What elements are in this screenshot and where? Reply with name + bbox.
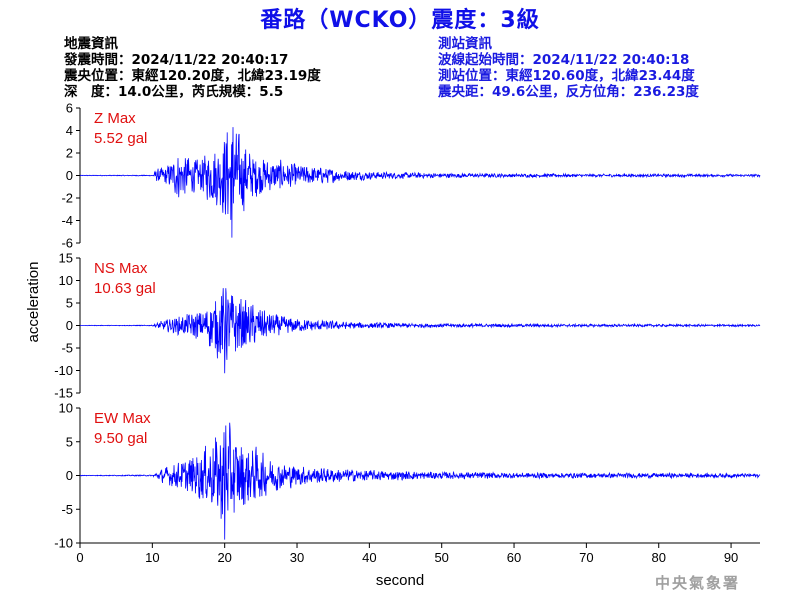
y-tick-label: -4 [61,213,73,228]
y-tick-label: -6 [61,236,73,251]
x-tick-label: 0 [76,550,83,565]
x-tick-label: 70 [579,550,593,565]
origin-time: 發震時間：2024/11/22 20:40:17 [64,52,289,68]
max-label-ns: NS Max [94,260,148,277]
y-tick-label: -5 [61,502,73,517]
max-value-z: 5.52 gal [94,130,147,147]
epicenter: 震央位置：東經120.20度，北緯23.19度 [64,68,321,84]
depth-magnitude: 深 度：14.0公里，芮氏規模：5.5 [64,84,284,100]
y-axis-title: acceleration [25,262,42,343]
max-label-z: Z Max [94,110,136,127]
y-tick-label: 10 [59,401,73,416]
x-tick-label: 20 [217,550,231,565]
y-tick-label: 5 [66,434,73,449]
y-tick-label: 5 [66,296,73,311]
y-tick-label: -10 [54,363,73,378]
quake-info-heading: 地震資訊 [64,36,118,52]
y-tick-label: 6 [66,101,73,116]
x-tick-label: 30 [290,550,304,565]
x-tick-label: 60 [507,550,521,565]
trace-z [79,127,761,238]
y-tick-label: 4 [66,123,73,138]
wave-start-time: 波線起始時間：2024/11/22 20:40:18 [438,52,690,68]
epicentral-distance: 震央距：49.6公里，反方位角：236.23度 [438,84,699,100]
x-tick-label: 80 [651,550,665,565]
quake-info: 地震資訊 發震時間：2024/11/22 20:40:17 震央位置：東經120… [64,36,321,100]
station-location: 測站位置：東經120.60度，北緯23.44度 [438,68,695,84]
station-info: 測站資訊 波線起始時間：2024/11/22 20:40:18 測站位置：東經1… [438,36,699,100]
x-tick-label: 40 [362,550,376,565]
max-label-ew: EW Max [94,410,151,427]
x-axis-title: second [376,572,424,589]
trace-ns [80,288,761,374]
y-tick-label: -10 [54,536,73,551]
station-info-heading: 測站資訊 [438,36,492,52]
x-tick-label: 10 [145,550,159,565]
trace-ew [79,422,761,540]
max-value-ew: 9.50 gal [94,430,147,447]
agency-watermark: 中央氣象署 [655,574,741,592]
y-tick-label: 0 [66,168,73,183]
y-tick-label: 10 [59,273,73,288]
chart-title: 番路（WCKO）震度：3級 [260,8,540,33]
y-tick-label: 2 [66,146,73,161]
y-tick-label: 0 [66,468,73,483]
x-tick-label: 50 [434,550,448,565]
x-tick-label: 90 [724,550,738,565]
y-tick-label: 0 [66,318,73,333]
y-tick-label: 15 [59,251,73,266]
max-value-ns: 10.63 gal [94,280,156,297]
y-tick-label: -2 [61,191,73,206]
y-tick-label: -15 [54,386,73,401]
y-tick-label: -5 [61,341,73,356]
